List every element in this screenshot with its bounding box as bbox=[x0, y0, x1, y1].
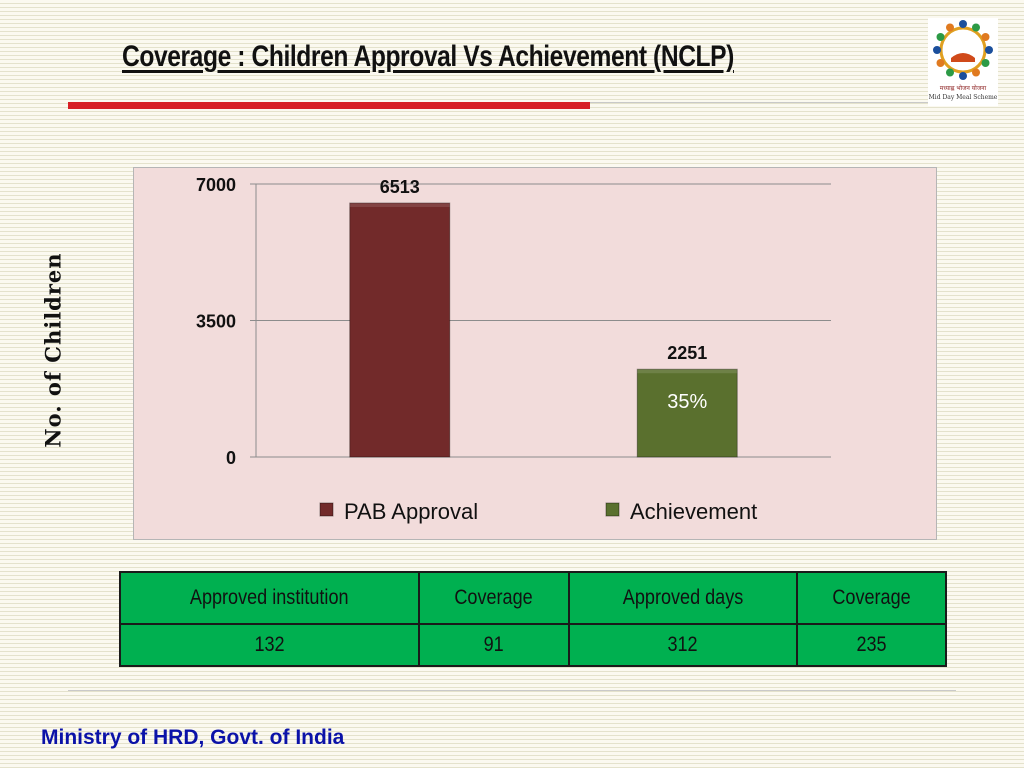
legend-swatch bbox=[605, 502, 620, 517]
page-title: Coverage : Children Approval Vs Achievem… bbox=[122, 40, 734, 73]
coverage-table: Approved institution Coverage Approved d… bbox=[118, 571, 948, 667]
y-tick-label: 3500 bbox=[196, 312, 236, 332]
chart-area: 0 3500 7000 6513 2251 35% PAB Approval Achievem… bbox=[133, 167, 937, 540]
percentage-annotation: 35% bbox=[667, 391, 707, 413]
header-coverage-days: Coverage bbox=[795, 571, 948, 625]
bar-top-highlight bbox=[349, 202, 450, 207]
bar-chart: 0 3500 7000 6513 2251 35% PAB Approval Achievem… bbox=[196, 175, 831, 524]
y-tick-label: 7000 bbox=[196, 175, 236, 195]
legend-label: Achievement bbox=[630, 499, 757, 524]
data-label: 2251 bbox=[667, 343, 707, 363]
header-coverage-institution: Coverage bbox=[418, 571, 570, 625]
table-row: 132 91 312 235 bbox=[118, 623, 948, 667]
legend-label: PAB Approval bbox=[344, 499, 478, 524]
footer-divider bbox=[68, 690, 956, 691]
logo-caption-english: Mid Day Meal Scheme bbox=[929, 94, 998, 101]
cell-approved-institution: 132 bbox=[118, 623, 421, 667]
data-label: 6513 bbox=[380, 177, 420, 197]
logo-caption-hindi: मध्याह्न भोजन योजना bbox=[940, 84, 987, 92]
mid-day-meal-logo: मध्याह्न भोजन योजना Mid Day Meal Scheme bbox=[928, 18, 998, 106]
title-underline-bar bbox=[68, 102, 590, 109]
header-approved-institution: Approved institution bbox=[118, 571, 421, 625]
y-tick-label: 0 bbox=[226, 448, 236, 468]
cell-coverage-days: 235 bbox=[795, 623, 948, 667]
footer-text: Ministry of HRD, Govt. of India bbox=[41, 726, 345, 749]
y-axis-title: No. of Children bbox=[40, 252, 66, 448]
title-divider bbox=[590, 102, 930, 103]
table-header-row: Approved institution Coverage Approved d… bbox=[118, 571, 948, 625]
y-axis-title-wrap: No. of Children bbox=[40, 240, 66, 460]
cell-coverage-institution: 91 bbox=[418, 623, 570, 667]
bar-top-highlight bbox=[637, 369, 738, 374]
bar bbox=[349, 202, 451, 458]
cell-approved-days: 312 bbox=[567, 623, 798, 667]
legend-swatch bbox=[319, 502, 334, 517]
bar bbox=[636, 368, 738, 458]
logo-ring bbox=[933, 20, 993, 80]
header-approved-days: Approved days bbox=[567, 571, 798, 625]
